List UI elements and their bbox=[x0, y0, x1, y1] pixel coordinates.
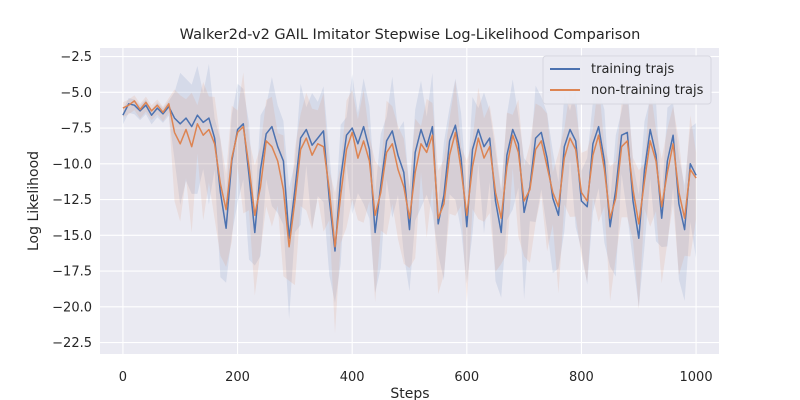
y-tick-label: −17.5 bbox=[52, 265, 92, 280]
y-tick-label: −7.5 bbox=[60, 122, 92, 137]
x-tick-label: 0 bbox=[119, 370, 127, 385]
x-tick-label: 600 bbox=[454, 370, 479, 385]
y-axis-label: Log Likelihood bbox=[26, 151, 42, 251]
chart-title: Walker2d-v2 GAIL Imitator Stepwise Log-L… bbox=[180, 27, 641, 43]
y-tick-label: −2.5 bbox=[60, 50, 92, 65]
x-tick-label: 1000 bbox=[680, 370, 713, 385]
y-tick-label: −15.0 bbox=[52, 229, 92, 244]
x-tick-label: 800 bbox=[569, 370, 594, 385]
x-tick-label: 200 bbox=[225, 370, 250, 385]
y-tick-label: −12.5 bbox=[52, 193, 92, 208]
x-axis-label: Steps bbox=[390, 386, 429, 400]
y-tick-label: −22.5 bbox=[52, 336, 92, 351]
series-lines bbox=[122, 100, 697, 252]
legend-label-non-training: non-training trajs bbox=[591, 83, 704, 98]
variance-band-0 bbox=[122, 64, 697, 319]
legend-label-training: training trajs bbox=[591, 62, 675, 77]
y-tick-label: −20.0 bbox=[52, 300, 92, 315]
y-axis-ticks: −2.5 −5.0 −7.5 −10.0 −12.5 −15.0 −17.5 −20.0 −22… bbox=[52, 50, 92, 351]
y-tick-label: −10.0 bbox=[52, 157, 92, 172]
legend: training trajs non-training trajs bbox=[542, 55, 712, 105]
y-tick-label: −5.0 bbox=[60, 86, 92, 101]
legend-box bbox=[542, 55, 712, 105]
series-line-non-training bbox=[122, 100, 697, 248]
x-tick-label: 400 bbox=[340, 370, 365, 385]
x-axis-ticks: 0 200 400 600 800 1000 bbox=[119, 370, 713, 385]
